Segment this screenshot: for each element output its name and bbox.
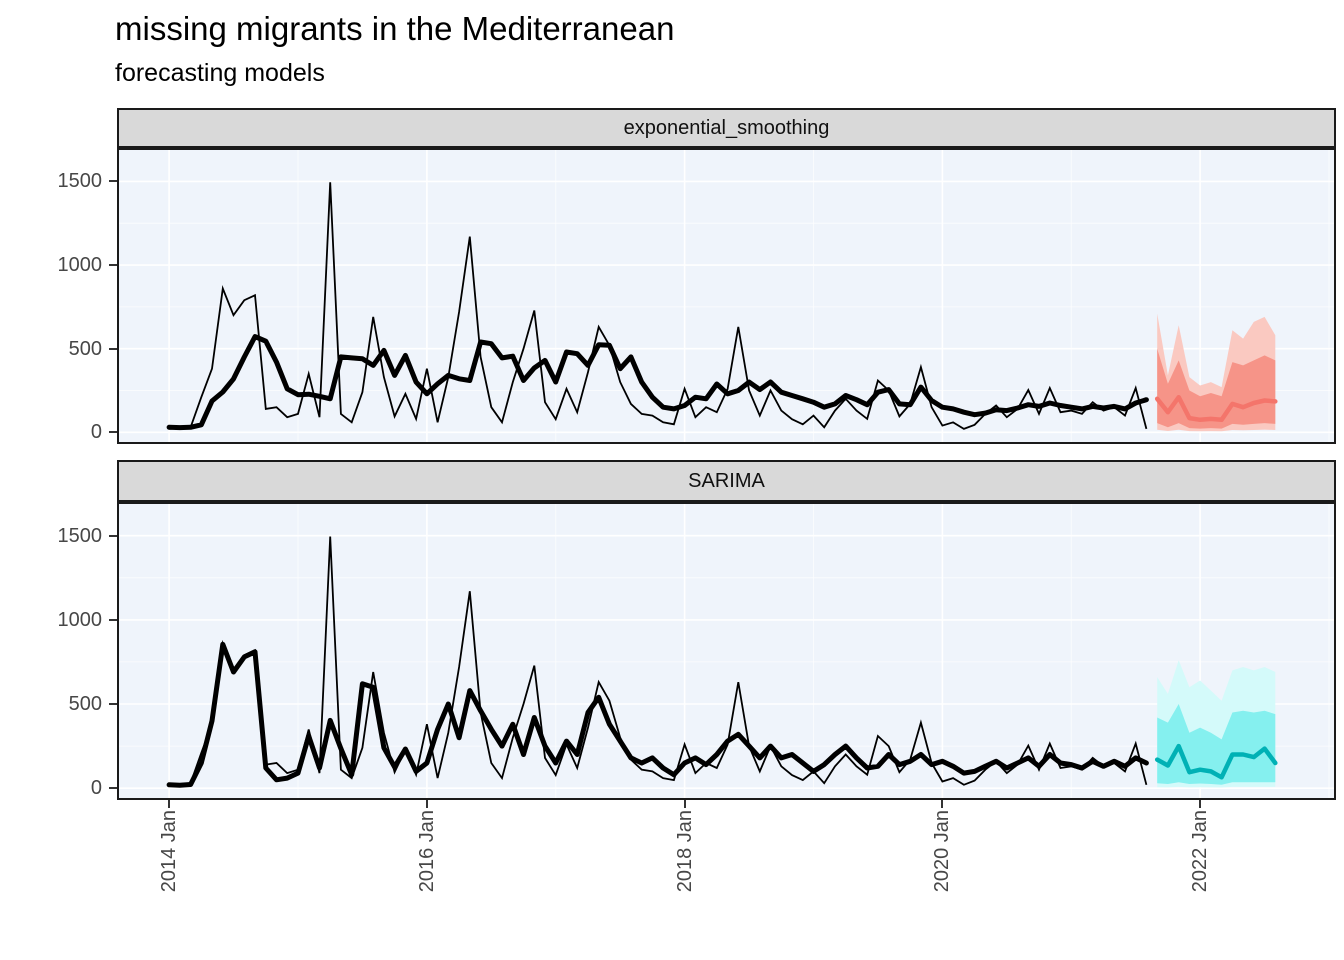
fitted-line xyxy=(166,641,1149,788)
facet-strip-sarima: SARIMA xyxy=(117,460,1336,502)
y-axis-tick-mark xyxy=(109,264,117,267)
y-axis-tick-label: 1000 xyxy=(57,254,103,277)
x-axis-tick-label: 2018 Jan xyxy=(673,810,696,893)
panel-border xyxy=(117,502,1336,800)
panel-sarima xyxy=(117,502,1336,800)
x-axis-tick-mark xyxy=(425,800,428,808)
y-axis-tick-mark xyxy=(109,347,117,350)
x-axis-tick-label: 2020 Jan xyxy=(931,810,954,893)
panel-background xyxy=(117,502,1336,800)
y-axis-tick-label: 500 xyxy=(68,693,102,716)
y-axis-tick-mark xyxy=(109,703,117,706)
y-axis-tick-label: 500 xyxy=(68,337,102,360)
panel-exponential-smoothing xyxy=(117,148,1336,444)
y-axis-tick-mark xyxy=(109,787,117,790)
y-axis-tick-label: 0 xyxy=(90,777,102,800)
x-axis-tick-mark xyxy=(683,800,686,808)
panel-background xyxy=(117,148,1336,444)
y-axis-tick-label: 1500 xyxy=(57,524,103,547)
x-axis-tick-mark xyxy=(1199,800,1202,808)
y-axis-tick-label: 1500 xyxy=(57,170,103,193)
forecast-mean-line xyxy=(1154,394,1278,423)
y-axis-tick-label: 0 xyxy=(90,421,102,444)
chart-title: missing migrants in the Mediterranean xyxy=(115,10,675,47)
y-axis-tick-mark xyxy=(109,431,117,434)
x-axis-tick-label: 2016 Jan xyxy=(415,810,438,893)
facet-strip-label: exponential_smoothing xyxy=(623,116,830,139)
chart-subtitle: forecasting models xyxy=(115,59,325,87)
panel-border xyxy=(117,148,1336,444)
observed-line xyxy=(169,536,1148,786)
y-axis-tick-label: 1000 xyxy=(57,608,103,631)
y-axis-tick-mark xyxy=(109,534,117,537)
y-axis-tick-mark xyxy=(109,180,117,183)
x-axis-tick-mark xyxy=(168,800,171,808)
fitted-line xyxy=(166,334,1149,431)
facet-strip-label: SARIMA xyxy=(688,469,765,492)
forecast-mean-line xyxy=(1154,743,1278,780)
x-axis-tick-label: 2022 Jan xyxy=(1189,810,1212,893)
facet-strip-exponential-smoothing: exponential_smoothing xyxy=(117,108,1336,148)
x-axis-tick-label: 2014 Jan xyxy=(158,810,181,893)
x-axis-tick-mark xyxy=(941,800,944,808)
y-axis-tick-mark xyxy=(109,618,117,621)
